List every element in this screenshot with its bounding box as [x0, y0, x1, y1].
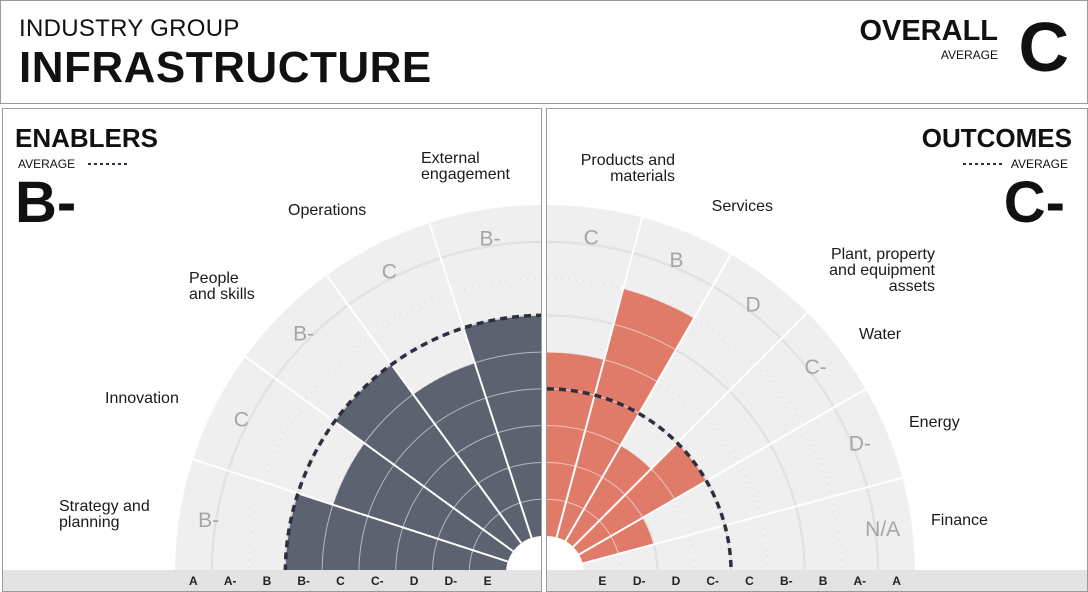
outcomes-axis-bar [547, 570, 1087, 591]
grade-label-products-and-materials: C [584, 226, 599, 249]
ring-overlay [395, 425, 541, 574]
bar-strategy-and-planning [463, 315, 541, 538]
bar-external-engagement [285, 493, 508, 573]
sector-divider [582, 476, 903, 565]
bar-water [573, 442, 707, 555]
industry-group-kicker: INDUSTRY GROUP [19, 15, 240, 42]
category-label-products-and-materials: Products and materials [581, 152, 675, 185]
axis-tick-d: D [410, 574, 419, 588]
enablers-axis-bar [3, 570, 541, 591]
axis-tick-c: C- [706, 574, 719, 588]
enablers-chart: B- C B- C B- Strategy and planning Innovation Pe… [59, 150, 541, 591]
grade-label-people-and-skills: B- [293, 323, 314, 346]
category-label-external-engagement: External engagement [421, 150, 511, 183]
sector-divider [572, 312, 808, 548]
axis-tick-a: A- [224, 574, 237, 588]
category-label-plant-property-and-equipment-assets: Plant, property and equipment assets [829, 246, 935, 295]
grade-label-innovation: C [382, 260, 397, 283]
bar-innovation [413, 362, 532, 544]
axis-tick-c: C [336, 574, 345, 588]
sector-divider [564, 253, 732, 542]
overall-grade: C [1018, 8, 1069, 86]
outcomes-average-legend-line [963, 163, 1003, 165]
overall-title: OVERALL [859, 15, 998, 47]
enablers-average-grade: B- [15, 170, 77, 235]
header: INDUSTRY GROUP INFRASTRUCTURE OVERALL AV… [0, 0, 1088, 104]
axis-tick-d: D- [633, 574, 646, 588]
axis-tick-c: C- [371, 574, 384, 588]
axis-tick-a: A [189, 574, 198, 588]
sector-divider [192, 458, 509, 563]
grade-label-services: B [670, 249, 684, 272]
category-label-innovation: Innovation [105, 390, 179, 407]
outcomes-chart: C B D C- D- N/A Products and materials Services P… [547, 152, 988, 591]
bar-energy [579, 517, 654, 564]
ring-overlay [431, 462, 541, 574]
grade-label-external-engagement: B- [198, 509, 219, 532]
sector-bg-energy [579, 389, 903, 564]
enablers-title: ENABLERS [15, 123, 159, 153]
axis-tick-a: A [892, 574, 901, 588]
axis-tick-d: D [672, 574, 681, 588]
sector-divider [578, 388, 867, 556]
outcomes-average-label: AVERAGE [1010, 157, 1068, 171]
grade-label-finance: N/A [865, 518, 900, 541]
bar-operations [332, 443, 514, 562]
grade-label-plant-property-and-equipment-assets: D [746, 293, 761, 316]
axis-tick-d: D- [444, 574, 457, 588]
category-label-water: Water [859, 326, 902, 343]
category-label-services: Services [712, 198, 773, 215]
category-label-finance: Finance [931, 512, 988, 529]
sector-divider [325, 274, 523, 544]
category-label-strategy-and-planning: Strategy and planning [59, 498, 150, 531]
enablers-average-legend-line [88, 163, 128, 165]
enablers-axis: A A- B B- C C- D D- E [189, 574, 492, 588]
axis-tick-b: B- [297, 574, 310, 588]
category-label-people-and-skills: People and skills [189, 270, 255, 303]
overall-average-label: AVERAGE [940, 48, 998, 62]
sector-divider [555, 217, 644, 538]
bar-products-and-materials [547, 352, 605, 538]
grade-label-energy: D- [849, 432, 871, 455]
ring-overlay [321, 351, 541, 574]
grade-label-water: C- [805, 356, 827, 379]
category-label-operations: Operations [288, 202, 366, 219]
axis-tick-e: E [484, 574, 492, 588]
grade-label-strategy-and-planning: B- [480, 228, 501, 251]
ring-overlay [468, 498, 541, 574]
industry-group-name: INFRASTRUCTURE [19, 43, 432, 92]
outcomes-average-grade: C- [1003, 170, 1065, 235]
ring-overlay [284, 314, 541, 574]
axis-tick-c: C [745, 574, 754, 588]
bar-plant-property-and-equipment-assets [565, 445, 652, 547]
ring-overlay [358, 388, 541, 574]
outcomes-title: OUTCOMES [921, 123, 1072, 153]
axis-tick-e: E [598, 574, 606, 588]
ring-overlay [248, 278, 541, 574]
sector-divider [428, 222, 533, 539]
sector-divider [244, 355, 514, 553]
axis-tick-b: B- [780, 574, 793, 588]
axis-tick-a: A- [853, 574, 866, 588]
bar-services [556, 288, 695, 541]
sector-bg-finance [582, 477, 915, 573]
bar-people-and-skills [334, 364, 522, 552]
axis-tick-b: B [263, 574, 272, 588]
enablers-average-label: AVERAGE [18, 157, 76, 171]
enablers-panel: B- C B- C B- Strategy and planning Innovation Pe… [2, 108, 542, 592]
category-label-energy: Energy [909, 414, 960, 431]
axis-tick-b: B [819, 574, 828, 588]
ring-overlay [211, 241, 541, 574]
outcomes-panel: C B D C- D- N/A Products and materials Services P… [546, 108, 1088, 592]
grade-label-operations: C [234, 408, 249, 431]
average-line [547, 387, 733, 574]
outcomes-axis: E D- D C- C B- B A- A [598, 574, 901, 588]
